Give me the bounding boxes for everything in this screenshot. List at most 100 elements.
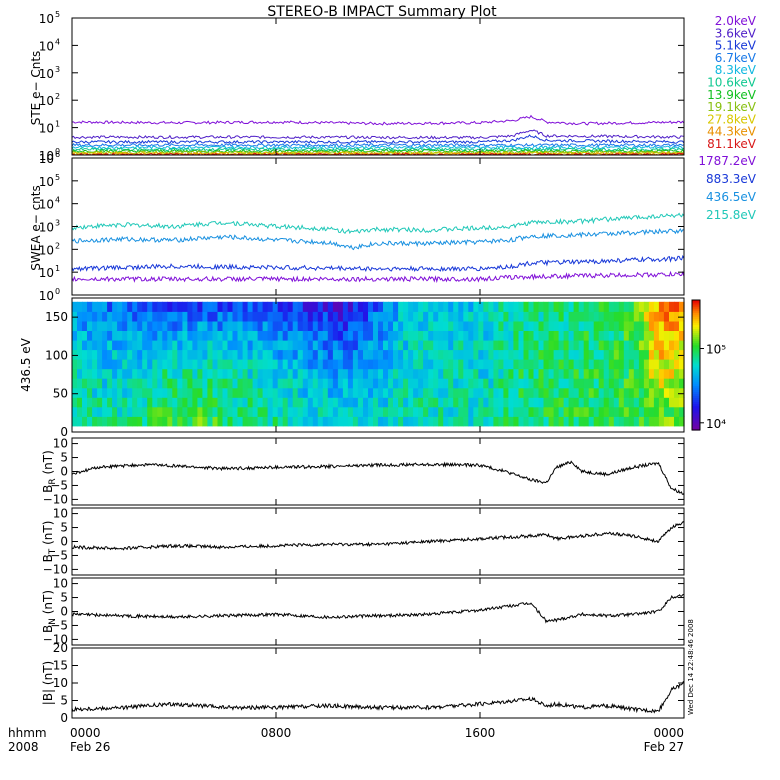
- heatmap-cell: [373, 359, 379, 370]
- heatmap-cell: [97, 311, 103, 322]
- y-tick-label-5: 10: [39, 12, 54, 26]
- heatmap-cell: [573, 378, 580, 389]
- heatmap-cell: [87, 378, 93, 389]
- heatmap-cell: [643, 340, 650, 351]
- colorbar-segment: [692, 409, 700, 413]
- heatmap-cell: [638, 397, 645, 408]
- heatmap-cell: [317, 349, 324, 360]
- colorbar-segment: [692, 371, 700, 374]
- colorbar-segment: [692, 326, 700, 329]
- heatmap-cell: [197, 368, 203, 379]
- heatmap-cell: [658, 368, 665, 379]
- heatmap-cell: [628, 340, 635, 351]
- legend-entry-215.8eV: 215.8eV: [706, 208, 757, 222]
- heatmap-cell: [352, 311, 359, 322]
- heatmap-cell: [337, 416, 344, 427]
- heatmap-cell: [152, 330, 158, 341]
- heatmap-cell: [363, 301, 369, 312]
- heatmap-cell: [257, 368, 264, 379]
- heatmap-cell: [643, 387, 650, 398]
- heatmap-cell: [448, 387, 454, 398]
- heatmap-cell: [448, 311, 454, 322]
- colorbar-tick-label-1: 10⁵: [706, 343, 726, 357]
- heatmap-cell: [277, 330, 284, 341]
- heatmap-cell: [363, 359, 369, 370]
- heatmap-cell: [658, 359, 665, 370]
- heatmap-cell: [347, 368, 354, 379]
- heatmap-cell: [242, 368, 249, 379]
- heatmap-cell: [669, 330, 675, 341]
- heatmap-cell: [82, 311, 88, 322]
- heatmap-cell: [322, 320, 329, 331]
- heatmap-cell: [548, 387, 555, 398]
- heatmap-cell: [368, 397, 374, 408]
- heatmap-cell: [147, 368, 153, 379]
- heatmap-cell: [112, 330, 118, 341]
- heatmap-cell: [473, 397, 479, 408]
- heatmap-cell: [403, 340, 409, 351]
- heatmap-cell: [438, 416, 444, 427]
- heatmap-cell: [398, 349, 404, 360]
- heatmap-cell: [383, 330, 389, 341]
- heatmap-cell: [157, 387, 163, 398]
- heatmap-cell: [573, 340, 580, 351]
- heatmap-cell: [107, 387, 113, 398]
- heatmap-cell: [383, 311, 389, 322]
- heatmap-cell: [513, 340, 519, 351]
- heatmap-cell: [608, 330, 615, 341]
- heatmap-cell: [232, 387, 239, 398]
- heatmap-cell: [102, 368, 108, 379]
- heatmap-cell: [77, 349, 83, 360]
- heatmap-cell: [528, 311, 535, 322]
- heatmap-cell: [553, 416, 560, 427]
- heatmap-cell: [107, 320, 113, 331]
- heatmap-cell: [327, 301, 334, 312]
- heatmap-cell: [117, 406, 123, 417]
- heatmap-cell: [633, 397, 640, 408]
- heatmap-cell: [628, 311, 635, 322]
- heatmap-cell: [583, 330, 590, 341]
- heatmap-cell: [312, 368, 319, 379]
- heatmap-cell: [77, 311, 83, 322]
- heatmap-cell: [132, 387, 138, 398]
- heatmap-cell: [282, 340, 289, 351]
- heatmap-cell: [97, 330, 103, 341]
- heatmap-cell: [147, 397, 153, 408]
- heatmap-cell: [578, 416, 585, 427]
- heatmap-cell: [162, 301, 168, 312]
- heatmap-cell: [523, 330, 530, 341]
- heatmap-cell: [603, 406, 610, 417]
- heatmap-cell: [538, 387, 545, 398]
- heatmap-cell: [393, 340, 399, 351]
- heatmap-cell: [568, 397, 575, 408]
- heatmap-cell: [257, 349, 264, 360]
- heatmap-cell: [162, 330, 168, 341]
- heatmap-cell: [142, 397, 148, 408]
- heatmap-cell: [207, 416, 213, 427]
- ste-legend: 2.0keV3.6keV5.1keV6.7keV8.3keV10.6keV13.…: [707, 14, 757, 151]
- heatmap-cell: [172, 340, 178, 351]
- heatmap-cell: [207, 378, 213, 389]
- heatmap-cell: [227, 330, 234, 341]
- heatmap-cell: [167, 349, 173, 360]
- heatmap-cell: [172, 378, 178, 389]
- y-tick-exponent-5: 5: [55, 173, 60, 182]
- heatmap-cell: [322, 368, 329, 379]
- heatmap-cell: [117, 349, 123, 360]
- heatmap-cell: [197, 378, 203, 389]
- heatmap-cell: [97, 378, 103, 389]
- colorbar-segment: [692, 428, 700, 431]
- heatmap-cell: [468, 387, 474, 398]
- heatmap-cell: [603, 378, 610, 389]
- heatmap-cell: [523, 340, 530, 351]
- heatmap-cell: [553, 320, 560, 331]
- heatmap-cell: [458, 416, 464, 427]
- heatmap-cell: [563, 349, 570, 360]
- br-ylabel-sub: R: [48, 478, 58, 484]
- heatmap-cell: [187, 349, 193, 360]
- heatmap-cell: [408, 340, 414, 351]
- heatmap-cell: [663, 311, 670, 322]
- heatmap-cell: [493, 406, 499, 417]
- heatmap-cell: [618, 320, 625, 331]
